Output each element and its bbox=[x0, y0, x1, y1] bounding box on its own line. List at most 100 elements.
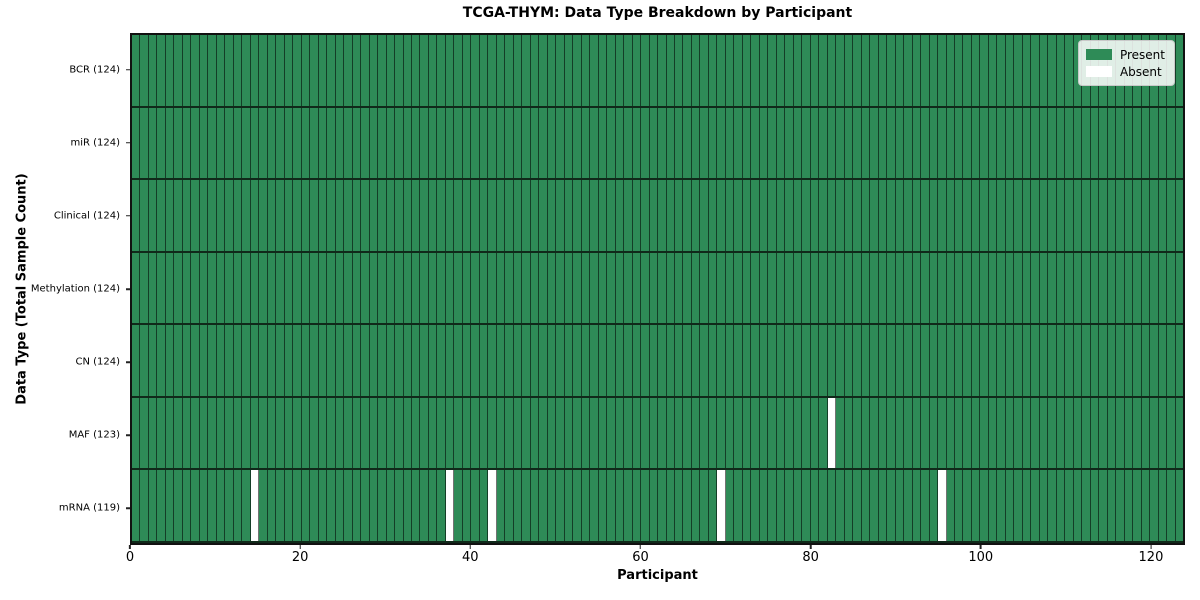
present-cell bbox=[980, 35, 989, 106]
present-cell bbox=[513, 107, 523, 179]
present-cell bbox=[691, 180, 701, 251]
present-cell bbox=[352, 180, 362, 251]
present-cell bbox=[378, 470, 387, 542]
present-cell bbox=[496, 252, 506, 324]
present-cell bbox=[870, 325, 879, 396]
present-cell bbox=[293, 325, 302, 396]
present-cell bbox=[1150, 325, 1159, 396]
present-cell bbox=[1039, 35, 1049, 106]
present-cell bbox=[590, 325, 599, 396]
present-cell bbox=[157, 470, 166, 542]
present-cell bbox=[471, 252, 480, 324]
present-cell bbox=[946, 180, 955, 251]
present-cell bbox=[411, 252, 421, 324]
present-cell bbox=[853, 470, 862, 542]
present-cell bbox=[1090, 107, 1100, 179]
present-cell bbox=[708, 470, 718, 542]
present-cell bbox=[776, 252, 786, 324]
x-tick-mark bbox=[469, 545, 472, 549]
present-cell bbox=[1022, 35, 1032, 106]
present-cell bbox=[539, 397, 548, 469]
present-cell bbox=[734, 180, 743, 251]
present-cell bbox=[479, 35, 489, 106]
present-cell bbox=[624, 470, 633, 542]
present-cell bbox=[225, 180, 234, 251]
present-cell bbox=[844, 470, 854, 542]
present-cell bbox=[836, 397, 845, 469]
present-cell bbox=[658, 252, 667, 324]
present-cell bbox=[708, 325, 718, 396]
present-cell bbox=[505, 325, 514, 396]
present-cell bbox=[963, 107, 972, 179]
present-cell bbox=[632, 180, 642, 251]
present-cell bbox=[250, 35, 260, 106]
present-cell bbox=[768, 252, 777, 324]
present-cell bbox=[1039, 470, 1049, 542]
present-cell bbox=[615, 35, 625, 106]
present-cell bbox=[513, 397, 523, 469]
present-cell bbox=[310, 325, 319, 396]
present-cell bbox=[963, 35, 972, 106]
present-cell bbox=[1116, 252, 1125, 324]
present-cell bbox=[895, 35, 905, 106]
present-cell bbox=[1175, 107, 1184, 179]
present-cell bbox=[844, 325, 854, 396]
present-cell bbox=[1124, 325, 1134, 396]
present-cell bbox=[861, 252, 871, 324]
present-cell bbox=[649, 397, 659, 469]
present-cell bbox=[1082, 107, 1091, 179]
present-cell bbox=[361, 470, 370, 542]
present-cell bbox=[980, 180, 989, 251]
present-cell bbox=[641, 470, 650, 542]
present-cell bbox=[564, 470, 574, 542]
y-tick-label: MAF (123) bbox=[68, 429, 120, 441]
present-cell bbox=[802, 470, 811, 542]
present-cell bbox=[395, 325, 404, 396]
present-cell bbox=[327, 325, 336, 396]
present-cell bbox=[250, 397, 260, 469]
present-cell bbox=[971, 107, 981, 179]
present-cell bbox=[462, 107, 472, 179]
present-cell bbox=[395, 397, 404, 469]
present-cell bbox=[1099, 470, 1108, 542]
present-cell bbox=[369, 107, 379, 179]
present-cell bbox=[1116, 397, 1125, 469]
present-cell bbox=[598, 107, 608, 179]
present-cell bbox=[344, 252, 353, 324]
present-cell bbox=[547, 252, 557, 324]
present-cell bbox=[954, 470, 964, 542]
present-cell bbox=[148, 397, 158, 469]
present-cell bbox=[420, 470, 429, 542]
present-cell bbox=[522, 107, 531, 179]
present-cell bbox=[1031, 470, 1040, 542]
present-cell bbox=[1048, 180, 1057, 251]
present-cell bbox=[157, 325, 166, 396]
present-cell bbox=[267, 252, 277, 324]
present-cell bbox=[1065, 325, 1074, 396]
present-cell bbox=[963, 397, 972, 469]
present-cell bbox=[174, 35, 183, 106]
present-cell bbox=[344, 470, 353, 542]
present-cell bbox=[530, 180, 540, 251]
present-cell bbox=[1031, 325, 1040, 396]
present-cell bbox=[182, 107, 192, 179]
present-cell bbox=[293, 35, 302, 106]
present-cell bbox=[132, 470, 141, 542]
present-cell bbox=[225, 107, 234, 179]
present-cell bbox=[428, 107, 438, 179]
present-cell bbox=[938, 325, 947, 396]
y-tick-label: mRNA (119) bbox=[58, 502, 120, 514]
present-cell bbox=[539, 470, 548, 542]
present-cell bbox=[988, 325, 998, 396]
present-cell bbox=[505, 107, 514, 179]
present-cell bbox=[768, 180, 777, 251]
present-cell bbox=[335, 107, 345, 179]
present-cell bbox=[912, 397, 922, 469]
present-cell bbox=[225, 397, 234, 469]
present-cell bbox=[216, 252, 226, 324]
present-cell bbox=[1065, 252, 1074, 324]
present-cell bbox=[148, 180, 158, 251]
present-cell bbox=[666, 325, 675, 396]
present-cell bbox=[1107, 180, 1117, 251]
present-cell bbox=[971, 180, 981, 251]
